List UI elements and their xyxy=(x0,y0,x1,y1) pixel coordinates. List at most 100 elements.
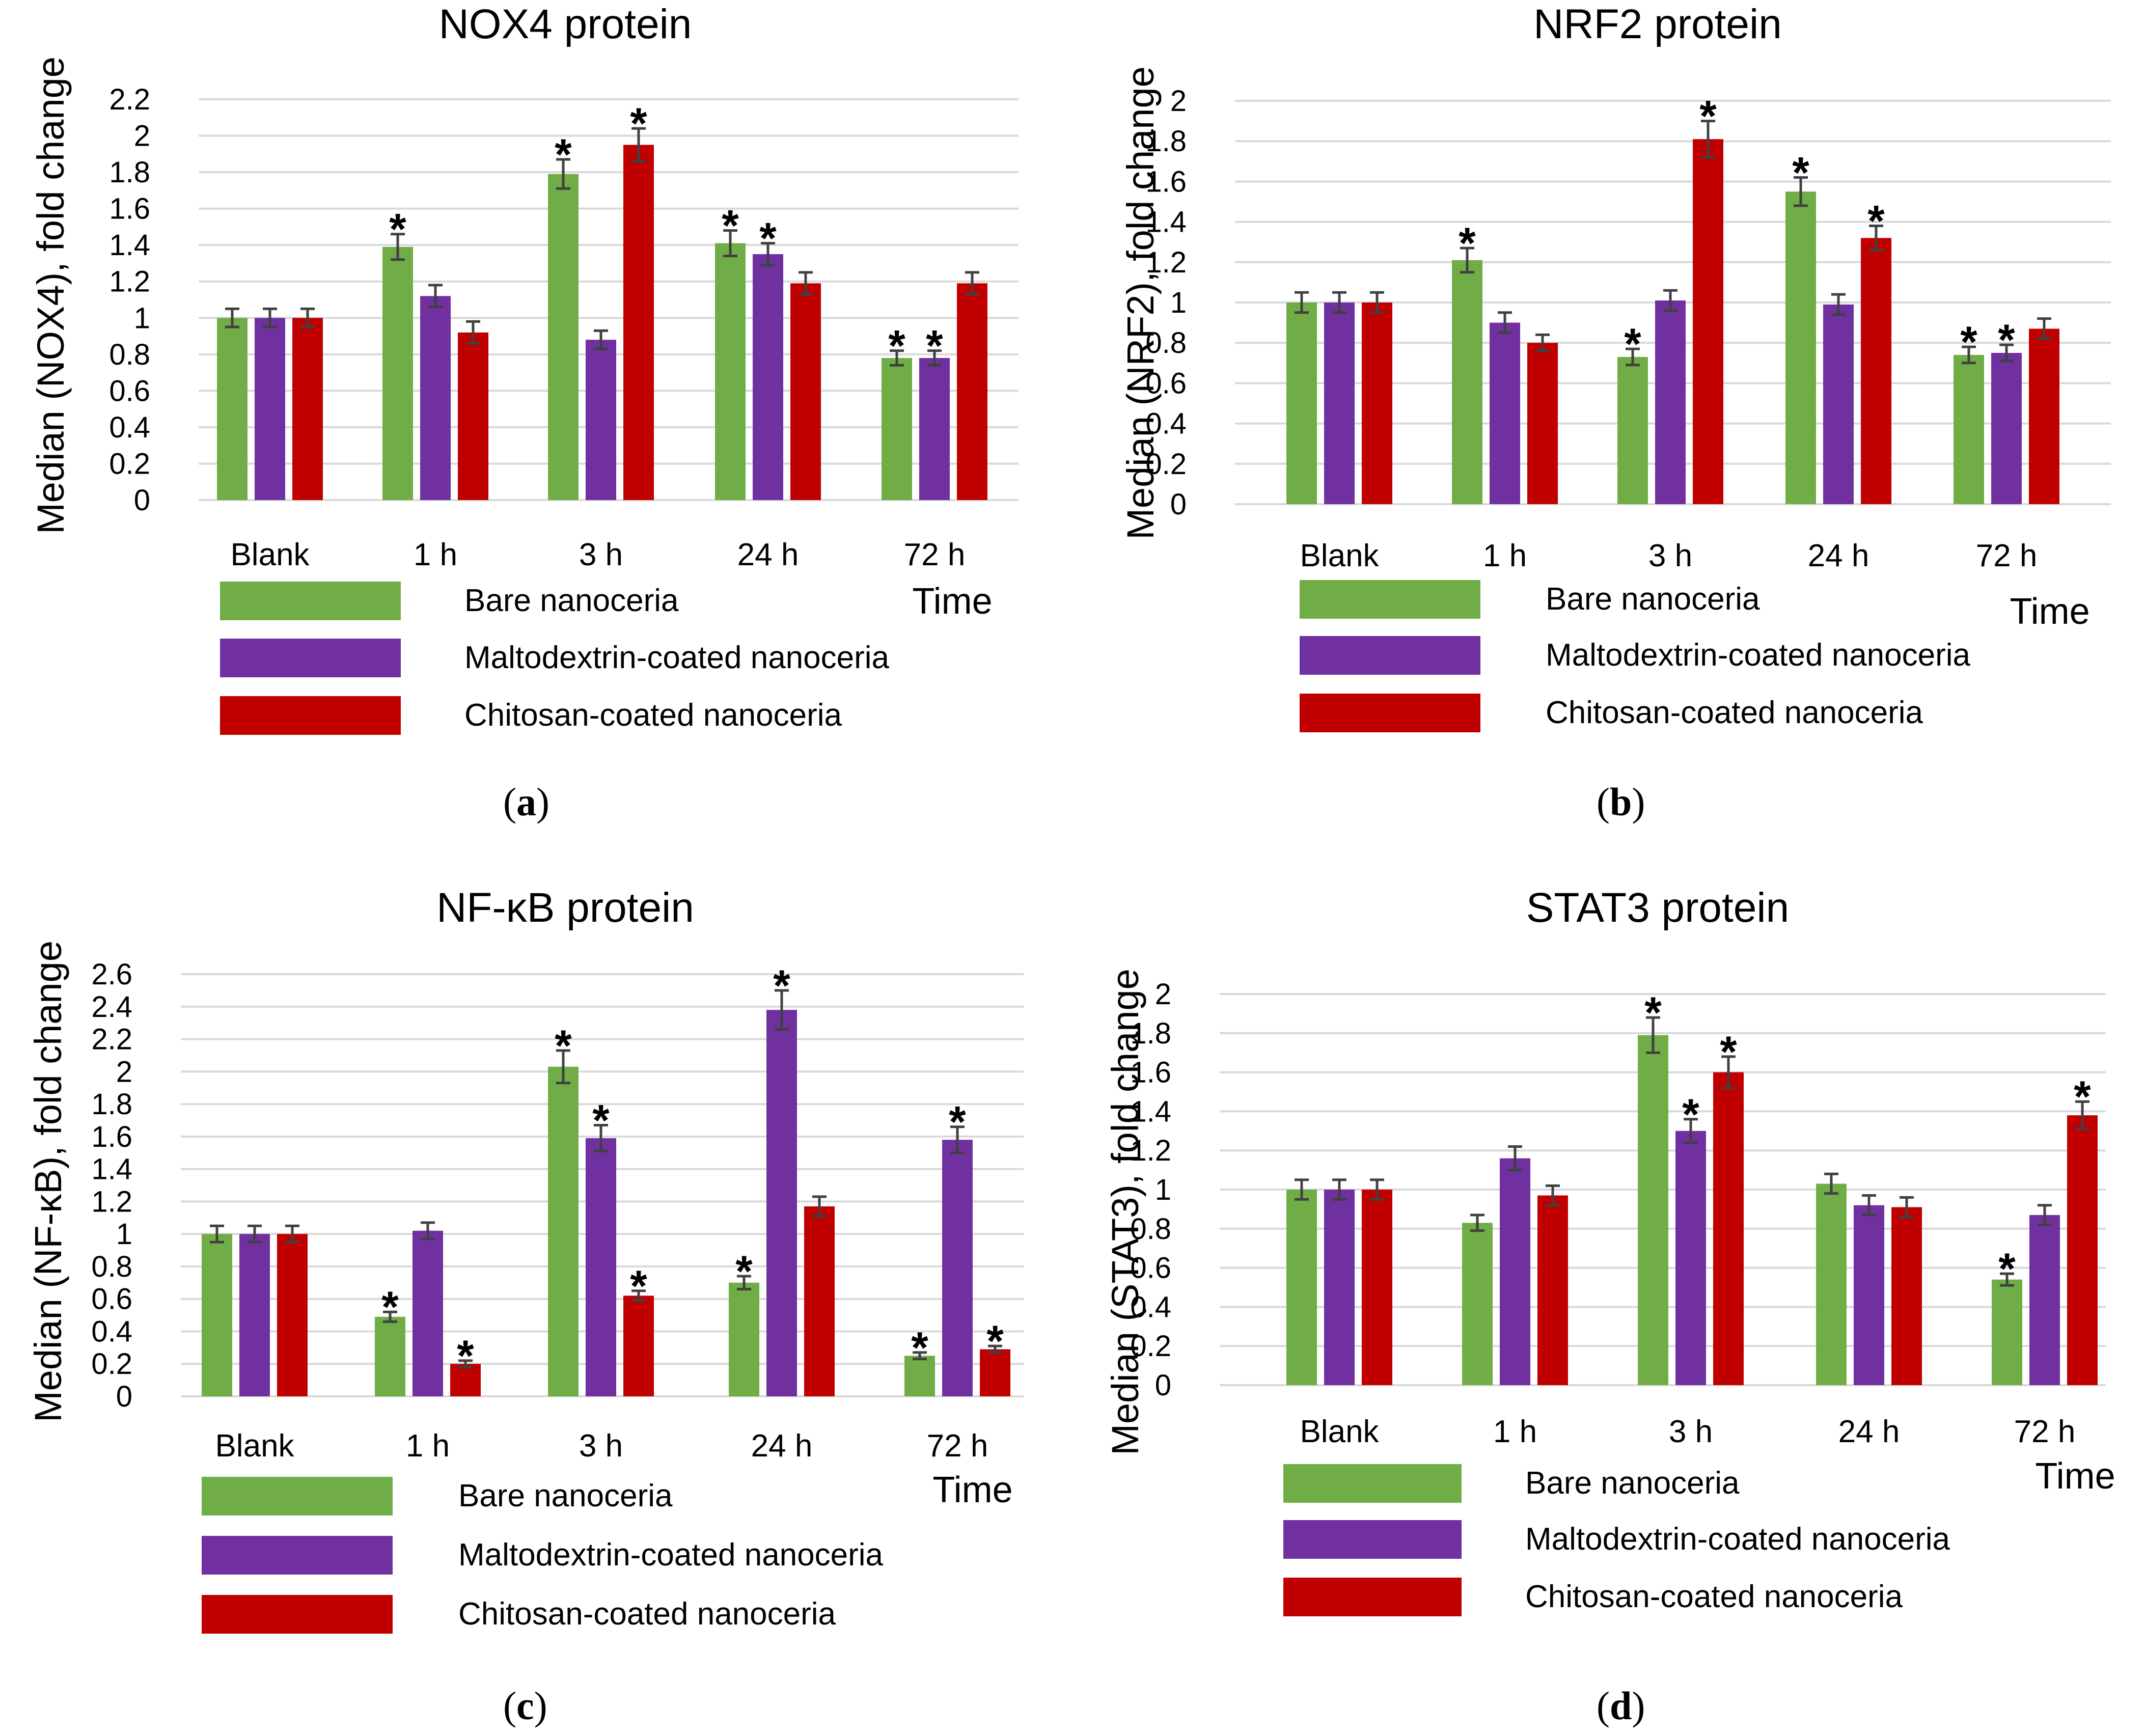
x-axis-label: Time xyxy=(912,581,992,622)
x-tick-label: 1 h xyxy=(414,537,457,572)
bar xyxy=(729,1282,759,1396)
significance-star: * xyxy=(1960,318,1977,367)
bar xyxy=(1638,1035,1668,1385)
y-tick-label: 2 xyxy=(134,120,150,153)
bar xyxy=(1527,343,1558,504)
significance-star: * xyxy=(630,1262,647,1311)
legend-swatch xyxy=(220,582,401,620)
x-tick-label: Blank xyxy=(1300,538,1379,573)
panel-label-c: (c) xyxy=(503,1684,547,1728)
y-tick-label: 1 xyxy=(1155,1173,1171,1206)
y-tick-label: 0.2 xyxy=(1130,1330,1171,1363)
chart-title: NOX4 protein xyxy=(439,1,692,47)
y-tick-label: 1 xyxy=(134,301,150,335)
y-tick-label: 1.4 xyxy=(109,229,150,262)
bar xyxy=(217,318,248,500)
significance-star: * xyxy=(1644,988,1662,1037)
y-tick-label: 1.4 xyxy=(1145,206,1187,239)
y-tick-label: 1.2 xyxy=(1130,1134,1171,1167)
legend-label: Bare nanoceria xyxy=(1546,582,1760,617)
bar xyxy=(1324,302,1355,504)
bar xyxy=(1675,1131,1706,1385)
y-tick-label: 1.4 xyxy=(1130,1095,1171,1128)
x-tick-label: 72 h xyxy=(2014,1414,2076,1449)
bar xyxy=(753,254,783,500)
bar xyxy=(980,1349,1010,1396)
significance-star: * xyxy=(926,322,943,371)
y-tick-label: 2.2 xyxy=(109,83,150,116)
legend-label: Chitosan-coated nanoceria xyxy=(1525,1579,1903,1614)
significance-star: * xyxy=(1720,1028,1737,1077)
bar xyxy=(2029,1215,2060,1385)
y-tick-label: 0.4 xyxy=(109,411,150,444)
bar xyxy=(1537,1195,1568,1385)
bar xyxy=(586,1138,616,1396)
legend-swatch xyxy=(1283,1464,1462,1503)
bar xyxy=(1324,1190,1355,1385)
legend-label: Chitosan-coated nanoceria xyxy=(458,1596,836,1632)
bar xyxy=(458,332,488,500)
y-tick-label: 1.8 xyxy=(109,156,150,189)
bar xyxy=(957,283,987,500)
x-tick-label: Blank xyxy=(230,537,310,572)
bar xyxy=(277,1234,308,1396)
y-tick-label: 1.8 xyxy=(1145,125,1187,158)
bar xyxy=(255,318,285,500)
y-tick-label: 1.2 xyxy=(91,1185,132,1218)
y-tick-label: 2 xyxy=(1155,978,1171,1011)
x-tick-label: 1 h xyxy=(1493,1414,1537,1449)
x-tick-label: 1 h xyxy=(406,1428,450,1464)
y-tick-label: 0 xyxy=(134,484,150,517)
y-tick-label: 0.2 xyxy=(1145,448,1187,481)
y-tick-label: 0.4 xyxy=(1145,407,1187,440)
significance-star: * xyxy=(389,205,406,254)
chart-panel-b: NRF2 protein00.20.40.60.811.21.41.61.82M… xyxy=(1119,1,2111,732)
y-tick-label: 1.4 xyxy=(91,1153,132,1186)
bar xyxy=(2029,328,2059,504)
y-tick-label: 1.2 xyxy=(109,265,150,298)
bar xyxy=(202,1234,232,1396)
chart-title: NF-κB protein xyxy=(436,885,694,931)
y-tick-label: 0.8 xyxy=(91,1250,132,1283)
x-axis-label: Time xyxy=(932,1470,1012,1510)
significance-star: * xyxy=(457,1332,474,1381)
y-tick-label: 0.8 xyxy=(109,338,150,371)
y-tick-label: 0.6 xyxy=(109,374,150,407)
bar xyxy=(919,357,950,500)
x-tick-label: 24 h xyxy=(1808,538,1869,573)
y-tick-label: 0.8 xyxy=(1130,1213,1171,1246)
bar xyxy=(623,145,654,500)
bar xyxy=(882,357,912,500)
significance-star: * xyxy=(630,99,647,148)
legend-label: Bare nanoceria xyxy=(458,1478,673,1513)
significance-star: * xyxy=(555,1022,572,1070)
bar xyxy=(1362,1190,1392,1385)
y-axis-label: Median (NRF2), fold change xyxy=(1119,66,1162,540)
legend-label: Maltodextrin-coated nanoceria xyxy=(1525,1522,1950,1557)
bar xyxy=(1362,302,1392,504)
significance-star: * xyxy=(759,214,777,263)
y-axis-label: Median (NF-κB), fold change xyxy=(27,941,69,1422)
bar xyxy=(1655,300,1686,504)
legend-swatch xyxy=(1300,694,1480,732)
y-tick-label: 2 xyxy=(116,1055,132,1088)
significance-star: * xyxy=(888,322,905,371)
bar xyxy=(382,246,413,500)
legend-label: Maltodextrin-coated nanoceria xyxy=(458,1537,884,1573)
legend-label: Chitosan-coated nanoceria xyxy=(464,698,842,733)
legend-swatch xyxy=(1283,1520,1462,1559)
legend-swatch xyxy=(202,1477,393,1515)
y-tick-label: 2.4 xyxy=(91,990,132,1024)
y-tick-label: 0.4 xyxy=(1130,1290,1171,1324)
bar xyxy=(1785,191,1816,504)
significance-star: * xyxy=(1459,219,1476,268)
bar xyxy=(586,340,616,500)
bar xyxy=(292,318,323,500)
significance-star: * xyxy=(1624,320,1641,369)
y-tick-label: 1.2 xyxy=(1145,246,1187,279)
significance-star: * xyxy=(911,1324,928,1372)
y-tick-label: 0.6 xyxy=(91,1283,132,1316)
bar xyxy=(1992,1279,2022,1385)
bar xyxy=(1713,1072,1744,1385)
significance-star: * xyxy=(949,1098,966,1147)
